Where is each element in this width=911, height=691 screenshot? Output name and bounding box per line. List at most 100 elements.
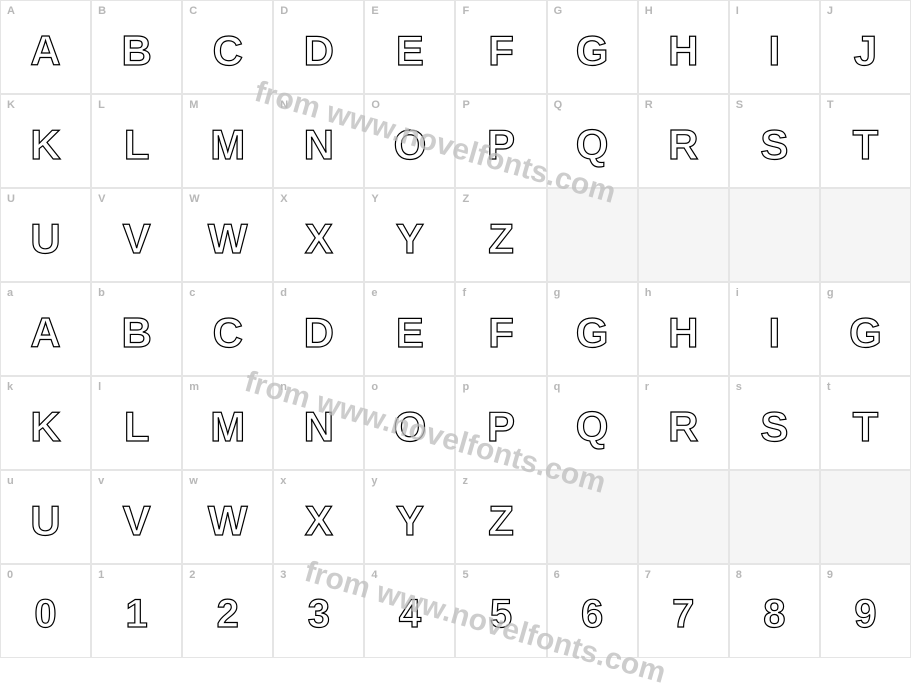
glyph: O xyxy=(394,403,427,451)
glyph: I xyxy=(769,309,781,357)
key-label: L xyxy=(98,99,105,111)
key-label: c xyxy=(189,287,195,299)
glyph: D xyxy=(304,27,334,75)
glyph: M xyxy=(210,403,245,451)
key-label: N xyxy=(280,99,288,111)
glyph-cell: XX xyxy=(273,188,364,282)
glyph-cell: bB xyxy=(91,282,182,376)
key-label: q xyxy=(554,381,561,393)
key-label: y xyxy=(371,475,377,487)
glyph-cell: EE xyxy=(364,0,455,94)
empty-cell xyxy=(638,188,729,282)
glyph-cell: SS xyxy=(729,94,820,188)
glyph-cell: qQ xyxy=(547,376,638,470)
key-label: 3 xyxy=(280,569,286,581)
glyph-cell: HH xyxy=(638,0,729,94)
key-label: K xyxy=(7,99,15,111)
glyph: H xyxy=(668,309,698,357)
glyph-chart: AABBCCDDEEFFGGHHIIJJKKLLMMNNOOPPQQRRSSTT… xyxy=(0,0,911,658)
key-label: x xyxy=(280,475,286,487)
key-label: A xyxy=(7,5,15,17)
key-label: p xyxy=(462,381,469,393)
key-label: 4 xyxy=(371,569,377,581)
glyph: U xyxy=(30,215,60,263)
glyph-cell: 77 xyxy=(638,564,729,658)
glyph-cell: eE xyxy=(364,282,455,376)
glyph: L xyxy=(124,121,150,169)
empty-cell xyxy=(547,188,638,282)
glyph: F xyxy=(488,27,514,75)
glyph: 2 xyxy=(217,592,239,637)
glyph: T xyxy=(853,121,879,169)
glyph-cell: iI xyxy=(729,282,820,376)
glyph-cell: fF xyxy=(455,282,546,376)
key-label: d xyxy=(280,287,287,299)
key-label: z xyxy=(462,475,468,487)
glyph-cell: 00 xyxy=(0,564,91,658)
glyph-cell: oO xyxy=(364,376,455,470)
glyph-cell: WW xyxy=(182,188,273,282)
key-label: T xyxy=(827,99,834,111)
glyph-cell: PP xyxy=(455,94,546,188)
glyph: K xyxy=(30,403,60,451)
glyph-cell: wW xyxy=(182,470,273,564)
glyph-cell: AA xyxy=(0,0,91,94)
glyph-cell: VV xyxy=(91,188,182,282)
glyph-cell: II xyxy=(729,0,820,94)
glyph-cell: vV xyxy=(91,470,182,564)
key-label: Y xyxy=(371,193,378,205)
glyph-cell: ZZ xyxy=(455,188,546,282)
glyph: B xyxy=(121,27,151,75)
glyph: P xyxy=(487,403,515,451)
glyph-cell: MM xyxy=(182,94,273,188)
key-label: Z xyxy=(462,193,469,205)
glyph-cell: BB xyxy=(91,0,182,94)
key-label: G xyxy=(554,5,563,17)
glyph-cell: aA xyxy=(0,282,91,376)
glyph: R xyxy=(668,121,698,169)
glyph: N xyxy=(304,121,334,169)
glyph: A xyxy=(30,27,60,75)
glyph-cell: FF xyxy=(455,0,546,94)
glyph: E xyxy=(396,309,424,357)
key-label: P xyxy=(462,99,469,111)
glyph-cell: OO xyxy=(364,94,455,188)
glyph-cell: CC xyxy=(182,0,273,94)
glyph: H xyxy=(668,27,698,75)
key-label: k xyxy=(7,381,13,393)
glyph-cell: kK xyxy=(0,376,91,470)
key-label: t xyxy=(827,381,831,393)
key-label: 2 xyxy=(189,569,195,581)
glyph-cell: xX xyxy=(273,470,364,564)
glyph: A xyxy=(30,309,60,357)
key-label: B xyxy=(98,5,106,17)
glyph-cell: gG xyxy=(547,282,638,376)
key-label: H xyxy=(645,5,653,17)
glyph-cell: GG xyxy=(547,0,638,94)
glyph: 6 xyxy=(581,592,603,637)
glyph-cell: cC xyxy=(182,282,273,376)
glyph-cell: YY xyxy=(364,188,455,282)
glyph-cell: JJ xyxy=(820,0,911,94)
glyph-cell: QQ xyxy=(547,94,638,188)
key-label: 1 xyxy=(98,569,104,581)
glyph: Q xyxy=(576,121,609,169)
glyph-cell: 33 xyxy=(273,564,364,658)
key-label: R xyxy=(645,99,653,111)
glyph: G xyxy=(576,309,609,357)
key-label: w xyxy=(189,475,198,487)
key-label: s xyxy=(736,381,742,393)
glyph-cell: pP xyxy=(455,376,546,470)
glyph-cell: 66 xyxy=(547,564,638,658)
key-label: 5 xyxy=(462,569,468,581)
key-label: 0 xyxy=(7,569,13,581)
glyph: Y xyxy=(396,215,424,263)
glyph: 4 xyxy=(399,592,421,637)
glyph: 8 xyxy=(763,592,785,637)
key-label: n xyxy=(280,381,287,393)
key-label: 8 xyxy=(736,569,742,581)
glyph: 3 xyxy=(308,592,330,637)
glyph-cell: hH xyxy=(638,282,729,376)
glyph: S xyxy=(760,121,788,169)
key-label: C xyxy=(189,5,197,17)
